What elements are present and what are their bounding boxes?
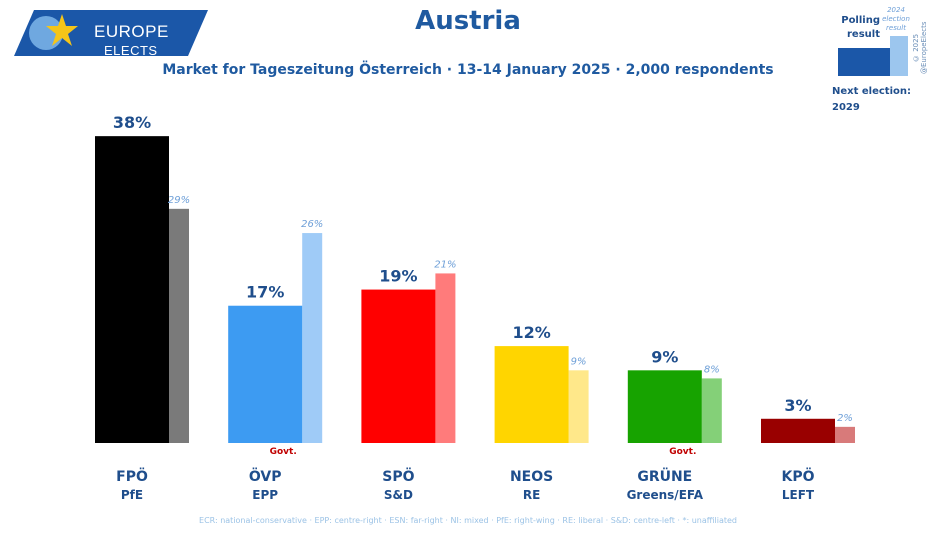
bar-2024-spo <box>435 273 456 443</box>
party-label-grune: GRÜNE <box>637 467 692 485</box>
prev-value-label-ovp: 26% <box>301 219 323 230</box>
bar-2024-kpo <box>835 426 855 443</box>
legend-election-swatch <box>890 36 908 76</box>
party-label-fpo: FPÖ <box>116 467 148 485</box>
govt-label-grune: Govt. <box>669 447 696 457</box>
prev-value-label-grune: 8% <box>704 364 720 375</box>
bar-polling-kpo <box>761 418 835 443</box>
group-label-ovp: EPP <box>252 488 278 502</box>
prev-value-label-kpo: 2% <box>837 413 853 424</box>
prev-value-label-fpo: 29% <box>168 195 190 206</box>
govt-label-ovp: Govt. <box>270 447 297 457</box>
value-label-ovp: 17% <box>246 283 284 302</box>
group-label-kpo: LEFT <box>782 488 815 502</box>
bar-polling-neos <box>494 346 569 443</box>
group-label-fpo: PfE <box>121 488 143 502</box>
bar-2024-neos <box>568 370 589 443</box>
legend-polling-label: Polling result <box>841 15 880 40</box>
europe-elects-logo: EUROPE ELECTS <box>14 10 208 58</box>
bar-2024-grune <box>701 378 722 443</box>
bar-polling-fpo <box>95 136 169 443</box>
value-label-grune: 9% <box>651 347 678 366</box>
party-label-ovp: ÖVP <box>249 467 282 485</box>
prev-value-label-neos: 9% <box>571 356 587 367</box>
group-label-spo: S&D <box>384 488 413 502</box>
chart-title: Austria <box>415 6 521 36</box>
bar-polling-grune <box>627 370 702 443</box>
footnote: ECR: national-conservative · EPP: centre… <box>199 516 737 525</box>
star-icon <box>46 14 78 46</box>
party-label-neos: NEOS <box>510 469 553 485</box>
value-label-spo: 19% <box>379 267 417 286</box>
group-label-grune: Greens/EFA <box>627 488 704 502</box>
prev-value-label-spo: 21% <box>434 259 456 270</box>
legend-polling-swatch <box>838 48 890 76</box>
group-label-neos: RE <box>523 488 540 502</box>
bar-polling-ovp <box>228 305 303 443</box>
value-label-fpo: 38% <box>113 113 151 132</box>
legend: Polling result 2024 election result © 20… <box>826 6 936 116</box>
logo-text-line2: ELECTS <box>104 43 158 58</box>
party-label-spo: SPÖ <box>382 467 414 485</box>
chart-subtitle: Market for Tageszeitung Österreich · 13-… <box>162 62 774 78</box>
legend-election-label: 2024 election result <box>882 6 910 32</box>
logo-text-line1: EUROPE <box>94 22 169 41</box>
legend-next-election: Next election: 2029 <box>832 86 911 113</box>
bar-polling-spo <box>361 289 436 443</box>
bar-2024-fpo <box>169 208 189 443</box>
bar-2024-ovp <box>302 233 323 443</box>
value-label-neos: 12% <box>512 323 550 342</box>
logo-graphic <box>14 10 208 56</box>
party-label-kpo: KPÖ <box>781 467 814 485</box>
value-label-kpo: 3% <box>784 396 811 415</box>
